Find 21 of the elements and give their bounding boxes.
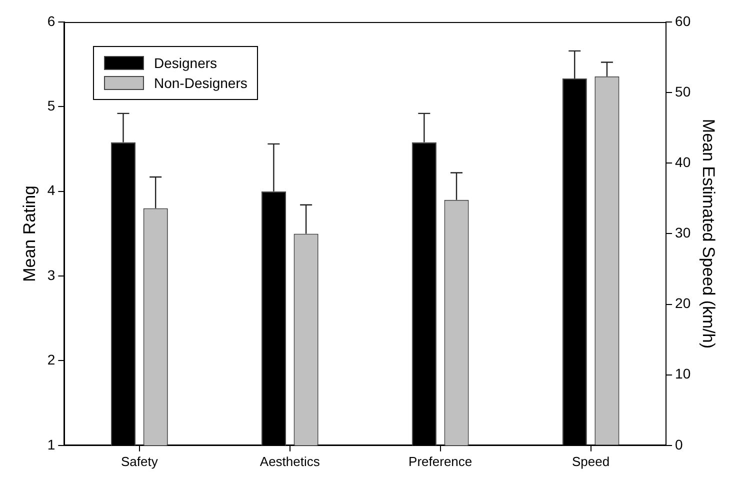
y2-tick-label: 0 <box>675 436 684 452</box>
x-tick-label: Preference <box>408 454 472 469</box>
y-tick-label: 1 <box>47 436 56 452</box>
y2-tick-label: 30 <box>675 224 691 241</box>
x-tick-label: Aesthetics <box>260 454 320 469</box>
y-tick-label: 2 <box>47 352 56 368</box>
y-tick-label: 6 <box>47 12 56 29</box>
y2-tick-label: 40 <box>675 154 691 170</box>
x-tick-label: Speed <box>572 454 610 469</box>
legend-label: Designers <box>154 54 218 73</box>
legend-label: Non-Designers <box>154 74 248 93</box>
y-tick-label: 3 <box>47 266 56 283</box>
y2-tick-label: 20 <box>675 295 691 312</box>
x-tick-label: Safety <box>120 454 158 469</box>
y2-tick-label: 60 <box>675 12 691 29</box>
y2-tick-label: 10 <box>675 366 691 382</box>
y2-tick-label: 50 <box>675 83 691 100</box>
y2-axis-title: Mean Estimated Speed (km/h) <box>699 118 718 349</box>
y-axis-title: Mean Rating <box>20 186 39 282</box>
y-tick-label: 4 <box>47 182 56 198</box>
y-tick-label: 5 <box>47 98 56 114</box>
